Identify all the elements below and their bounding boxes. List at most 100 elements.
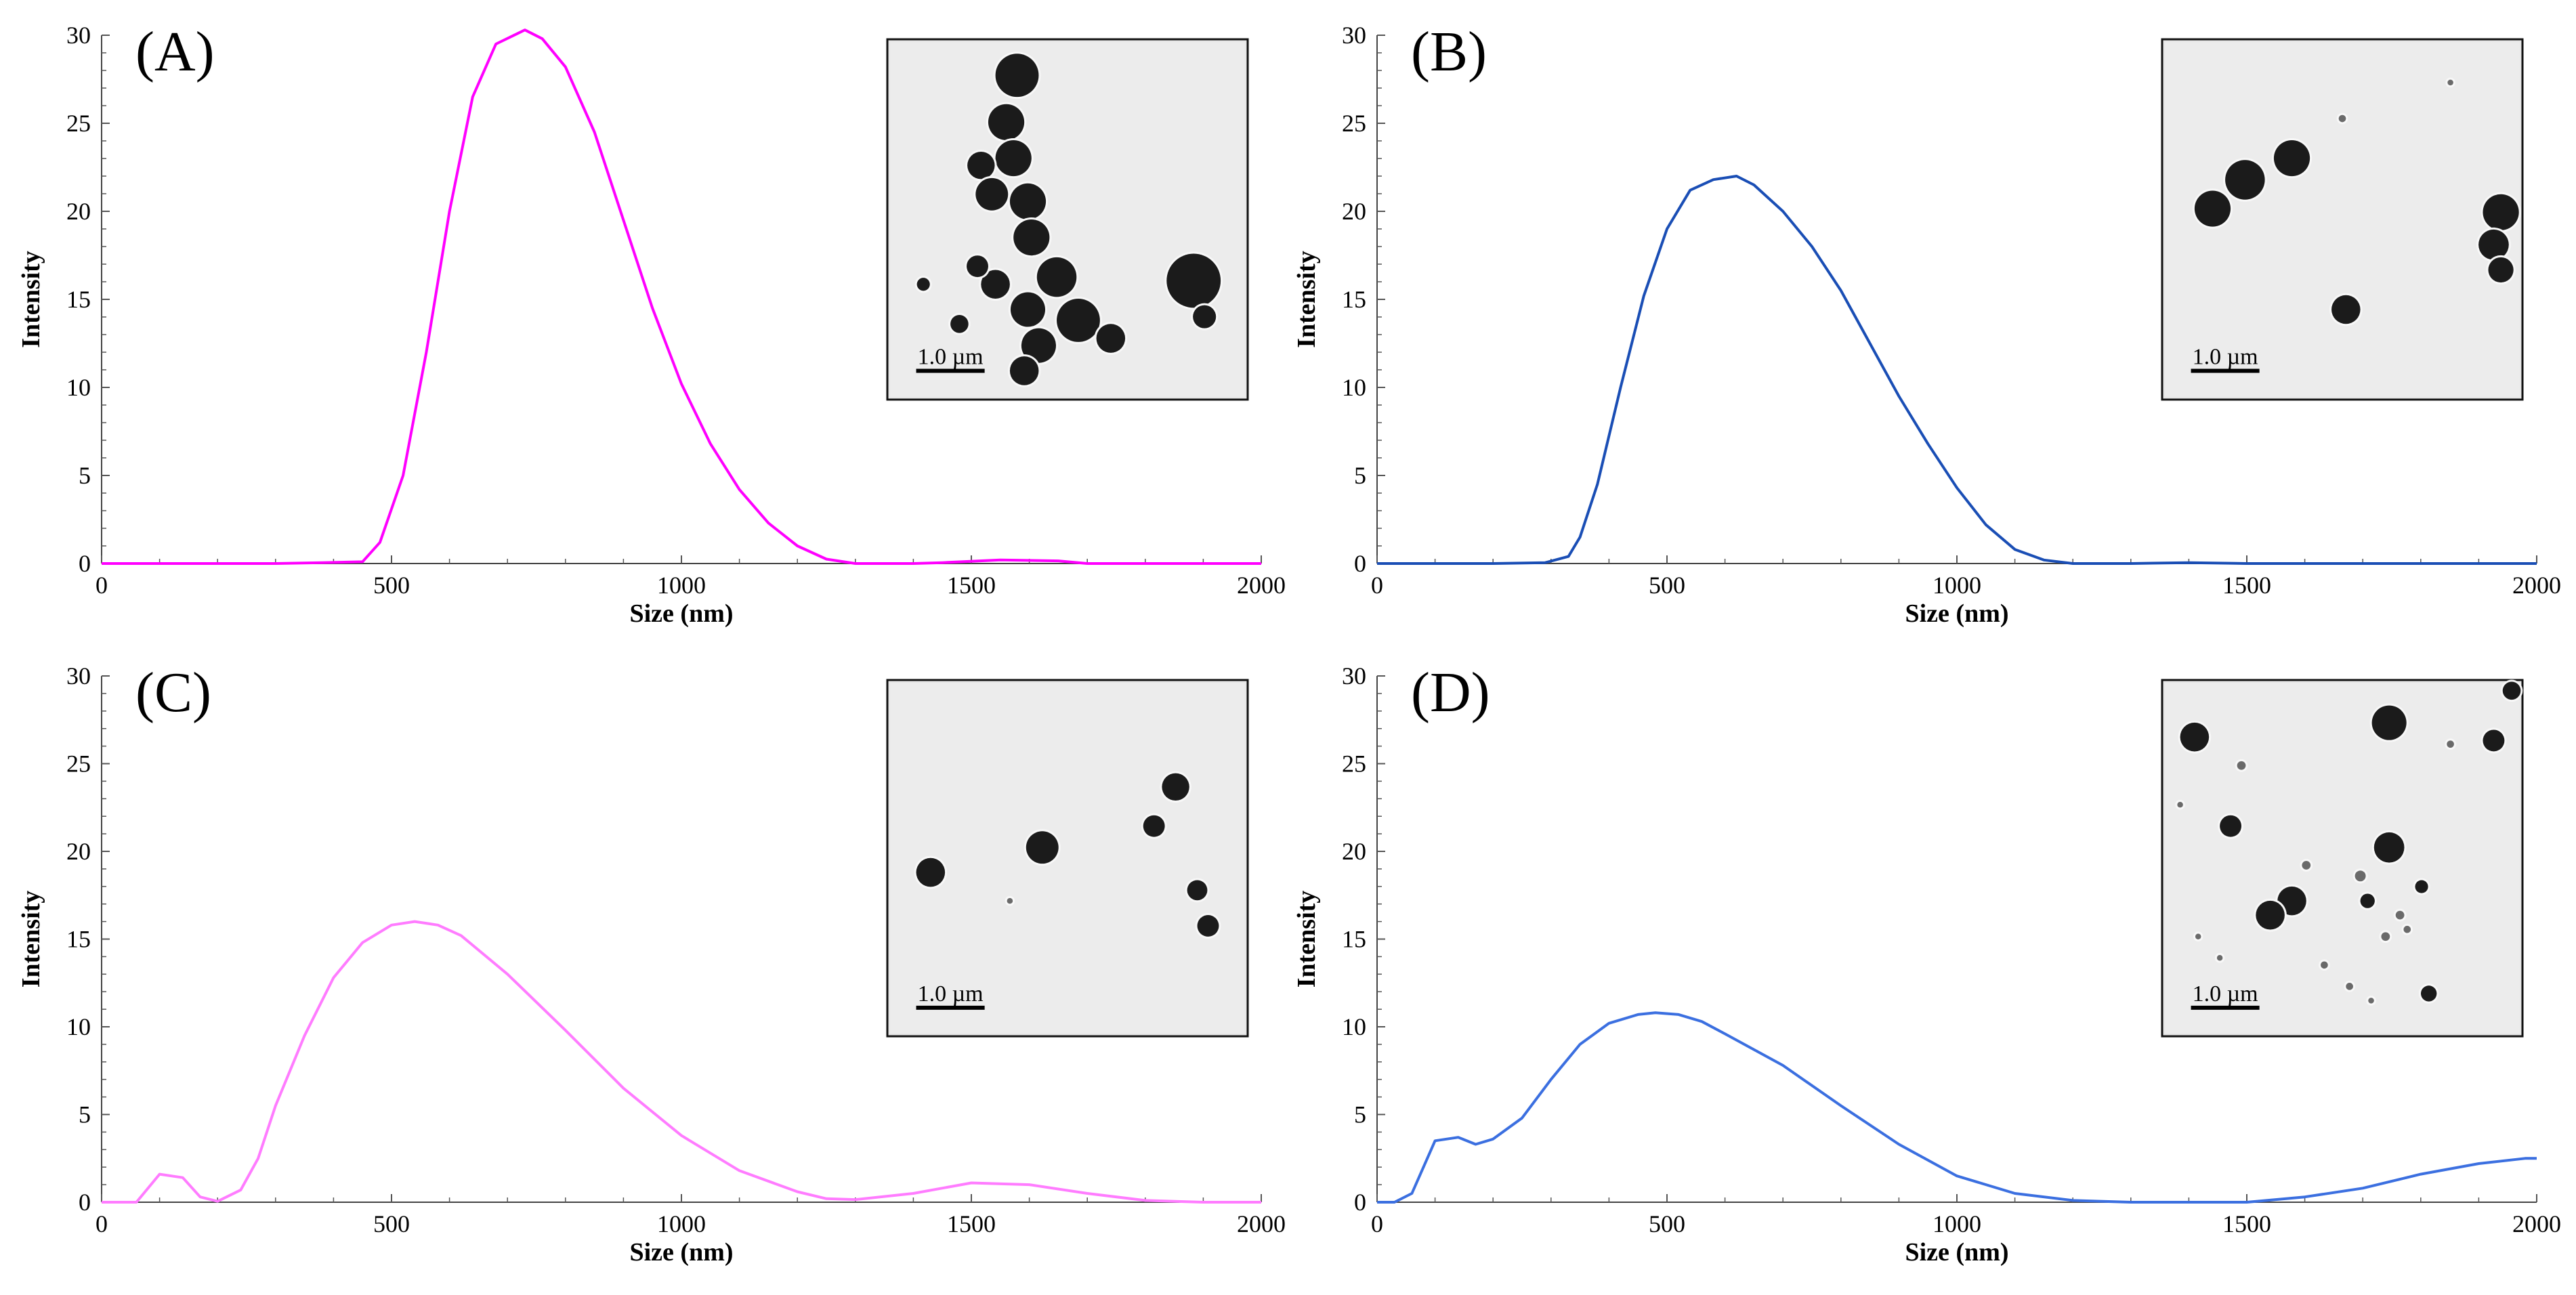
x-axis-title: Size (nm)	[629, 1238, 733, 1267]
inset-background	[890, 683, 1245, 1034]
particle	[2447, 79, 2453, 86]
x-tick-label: 2000	[2512, 572, 2561, 599]
y-tick-label: 0	[79, 550, 91, 577]
chart-panel-c: 0 5 10 15 20 25 30 0 500 1000 1500 2000 Size (nm) Int…	[17, 661, 1286, 1267]
particle	[916, 278, 930, 291]
panel-label: (B)	[1411, 20, 1487, 83]
particle	[2373, 832, 2405, 863]
y-tick-label: 20	[66, 838, 91, 865]
y-tick-label: 15	[66, 286, 91, 313]
x-tick-label: 1500	[2222, 572, 2271, 599]
particle	[1036, 257, 1077, 297]
particle	[988, 104, 1025, 140]
series-line-d	[1377, 1011, 2537, 1204]
particle	[2331, 295, 2361, 324]
tem-inset-image: 1.0 µm	[886, 38, 1249, 401]
chart-panel-d: 0 5 10 15 20 25 30 0 500 1000 1500 2000 Size (nm) Int…	[1292, 661, 2561, 1267]
chart-panel-b: 0 5 10 15 20 25 30 0 500 1000 1500 2000 Size (nm) Int…	[1292, 20, 2561, 628]
particle	[2338, 114, 2346, 123]
particle	[1013, 219, 1050, 256]
x-tick-label: 1000	[1933, 572, 1981, 599]
x-tick-label: 1000	[657, 572, 706, 599]
x-tick-label: 500	[1649, 572, 1685, 599]
x-tick-label: 1500	[947, 572, 996, 599]
particle	[1010, 292, 1046, 327]
particle	[995, 140, 1032, 177]
y-tick-label: 10	[1342, 1013, 1366, 1040]
particle	[2177, 801, 2183, 808]
x-axis-title: Size (nm)	[629, 599, 733, 628]
particle	[2395, 910, 2405, 920]
particle	[1187, 880, 1208, 901]
y-tick-label: 25	[66, 110, 91, 137]
y-tick-label: 0	[1354, 1189, 1366, 1216]
particle	[2321, 961, 2328, 969]
particle	[2381, 932, 2390, 941]
x-tick-label: 2000	[1237, 1210, 1286, 1237]
x-tick-label: 0	[96, 572, 108, 599]
x-tick-label: 0	[96, 1210, 108, 1237]
particle	[2273, 140, 2310, 177]
y-axis-title: Intensity	[17, 251, 45, 348]
particle	[967, 151, 995, 179]
particle	[2502, 681, 2521, 700]
scale-bar-label: 1.0 µm	[2193, 344, 2258, 369]
chart-panel-a: 0 5 10 15 20 25 30 0 500 1000 1500 2000 Size (nm) Int…	[17, 20, 1286, 628]
particle	[1026, 831, 1059, 864]
particle	[2225, 160, 2265, 200]
particle	[916, 857, 946, 887]
x-axis-title: Size (nm)	[1905, 599, 2008, 628]
y-axis-title: Intensity	[1292, 251, 1321, 348]
particle	[2368, 998, 2374, 1004]
y-tick-label: 15	[1342, 926, 1366, 953]
x-tick-label: 1000	[1933, 1210, 1981, 1237]
y-tick-label: 20	[1342, 198, 1366, 225]
particle	[2355, 870, 2366, 882]
particle	[2195, 933, 2201, 939]
inset-background	[890, 42, 1245, 397]
y-tick-label: 30	[66, 22, 91, 49]
x-tick-label: 2000	[1237, 572, 1286, 599]
particle	[1007, 897, 1013, 904]
particle	[2483, 194, 2519, 230]
panel-label: (D)	[1411, 661, 1490, 724]
particle	[2415, 880, 2428, 893]
y-tick-label: 30	[1342, 662, 1366, 689]
particle	[1166, 253, 1221, 308]
y-tick-label: 5	[1354, 462, 1366, 489]
particle	[2237, 761, 2246, 770]
particle	[2488, 257, 2514, 283]
y-tick-label: 25	[1342, 750, 1366, 778]
particle	[2371, 705, 2407, 740]
particle	[1096, 324, 1126, 353]
y-axis-title: Intensity	[1292, 891, 1321, 988]
particle	[1143, 815, 1165, 837]
y-tick-label: 10	[66, 374, 91, 401]
particle	[1057, 299, 1100, 342]
x-tick-label: 500	[373, 1210, 410, 1237]
particle	[2420, 985, 2437, 1002]
particle	[2360, 893, 2375, 908]
y-tick-label: 30	[66, 662, 91, 689]
particle	[2256, 900, 2285, 930]
y-tick-label: 15	[1342, 286, 1366, 313]
particle	[2180, 722, 2210, 752]
particle	[1009, 183, 1047, 219]
y-tick-label: 25	[66, 750, 91, 778]
particle	[2346, 983, 2353, 990]
particle	[2194, 190, 2231, 227]
y-tick-label: 5	[1354, 1101, 1366, 1128]
y-tick-label: 0	[1354, 550, 1366, 577]
x-tick-label: 500	[373, 572, 410, 599]
particle	[2483, 729, 2505, 752]
y-tick-label: 5	[79, 1101, 91, 1128]
x-tick-label: 0	[1371, 572, 1383, 599]
particle	[2403, 925, 2411, 933]
particle	[967, 255, 988, 278]
x-tick-label: 1500	[947, 1210, 996, 1237]
particle	[950, 314, 969, 333]
particle	[1009, 356, 1039, 385]
y-tick-label: 20	[1342, 838, 1366, 865]
y-tick-label: 30	[1342, 22, 1366, 49]
